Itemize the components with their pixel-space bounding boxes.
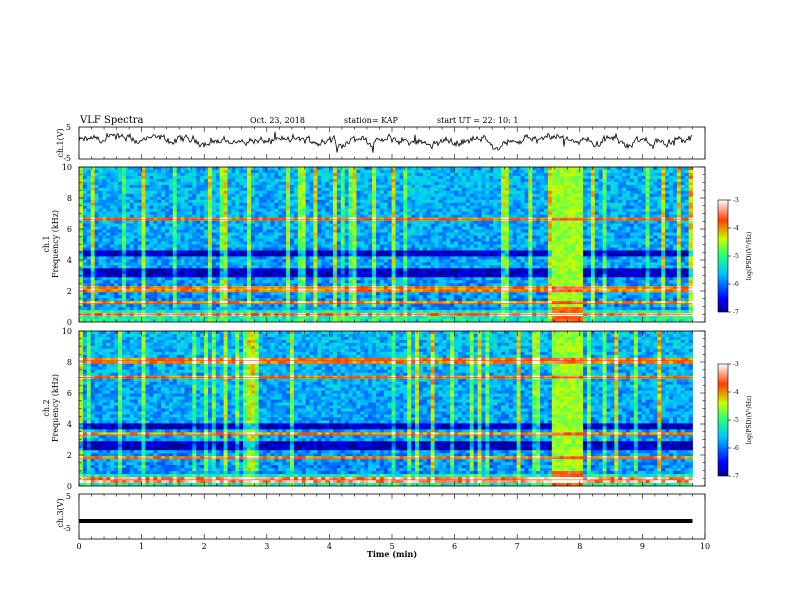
colorbar-tick-label: -3 xyxy=(733,361,739,368)
ch1-spectrogram-image xyxy=(79,167,705,322)
y-tick-label: 8 xyxy=(67,358,72,367)
x-tick-label: 2 xyxy=(202,542,207,551)
ch2-colorbar xyxy=(717,363,729,477)
start-time-label: start UT = 22: 10: 1 xyxy=(437,116,518,125)
y-tick-label: 8 xyxy=(67,194,72,203)
ch1-waveform-line xyxy=(78,131,693,153)
figure-title: VLF Spectra xyxy=(79,115,144,126)
x-tick-label: 0 xyxy=(76,542,81,551)
ch2-spectrogram-ticks xyxy=(78,330,706,487)
x-tick-label: 8 xyxy=(577,542,582,551)
y-tick-label: 6 xyxy=(67,389,72,398)
colorbar-tick-label: -6 xyxy=(733,281,739,288)
y-tick-label: 4 xyxy=(67,256,72,265)
x-tick-label: 6 xyxy=(452,542,457,551)
ch2-spectrogram-image xyxy=(79,331,705,486)
ch3-waveform-ticks xyxy=(78,494,706,539)
station-label: station= KAP xyxy=(344,116,399,125)
x-tick-label: 1 xyxy=(139,542,144,551)
ch3-ytick-top: 5 xyxy=(66,492,71,501)
ch1-spectrogram-ylabel-line1: ch.1 xyxy=(42,235,51,252)
x-tick-label: 4 xyxy=(327,542,332,551)
ch3-waveform-line xyxy=(79,519,693,523)
x-tick-label: 5 xyxy=(389,542,394,551)
ch1-ytick-top: 5 xyxy=(66,123,71,132)
colorbar-tick-label: -3 xyxy=(733,197,739,204)
colorbar-tick-label: -4 xyxy=(733,225,739,232)
y-tick-label: 10 xyxy=(62,327,72,336)
ch3-waveform-panel: 5 -5 ch.3(V) xyxy=(56,492,706,540)
ch3-ytick-bottom: -5 xyxy=(63,524,71,533)
colorbar-tick-label: -5 xyxy=(733,253,739,260)
x-tick-label: 10 xyxy=(700,542,710,551)
colorbar-tick-label: -7 xyxy=(733,473,739,480)
y-tick-label: 2 xyxy=(67,287,72,296)
x-axis-tick-labels: 0 1 2 3 4 5 6 7 8 9 10 xyxy=(76,542,710,551)
ch1-colorbar-label: log(PSD)(V²/Hz) xyxy=(746,232,753,281)
ch1-colorbar xyxy=(717,199,729,313)
ch2-colorbar-ticks: -3 -4 -5 -6 -7 xyxy=(728,361,739,480)
ch1-spectrogram-yticklabels: 0 2 4 6 8 10 xyxy=(62,163,72,327)
ch1-waveform-panel: 5 -5 ch.1(V) xyxy=(56,123,706,163)
x-tick-label: 9 xyxy=(640,542,645,551)
y-tick-label: 0 xyxy=(67,482,72,491)
ch2-spectrogram-ylabel-line1: ch.2 xyxy=(42,399,51,416)
ch3-waveform-ylabel: ch.3(V) xyxy=(56,498,65,527)
y-tick-label: 2 xyxy=(67,451,72,460)
colorbar-tick-label: -6 xyxy=(733,445,739,452)
ch1-waveform-ylabel: ch.1(V) xyxy=(56,128,65,157)
y-tick-label: 6 xyxy=(67,225,72,234)
ch1-waveform-ticks xyxy=(78,127,706,159)
ch2-spectrogram-ylabel-line2: Frequency (kHz) xyxy=(51,374,60,442)
y-tick-label: 0 xyxy=(67,318,72,327)
ch2-spectrogram-yticklabels: 0 2 4 6 8 10 xyxy=(62,327,72,491)
x-tick-label: 7 xyxy=(515,542,520,551)
ch1-spectrogram-ylabel-line2: Frequency (kHz) xyxy=(51,210,60,278)
date-label: Oct. 23, 2018 xyxy=(250,116,305,125)
colorbar-tick-label: -5 xyxy=(733,417,739,424)
colorbar-tick-label: -4 xyxy=(733,389,739,396)
y-tick-label: 4 xyxy=(67,420,72,429)
y-tick-label: 10 xyxy=(62,163,72,172)
ch2-colorbar-label: log(PSD)(V²/Hz) xyxy=(746,396,753,445)
ch3-waveform-frame xyxy=(78,493,706,540)
x-axis-label: Time (min) xyxy=(367,549,417,559)
ch1-colorbar-ticks: -3 -4 -5 -6 -7 xyxy=(728,197,739,316)
ch1-ytick-bottom: -5 xyxy=(63,154,71,163)
colorbar-tick-label: -7 xyxy=(733,309,739,316)
ch1-spectrogram-ticks xyxy=(78,166,706,323)
x-tick-label: 3 xyxy=(264,542,269,551)
